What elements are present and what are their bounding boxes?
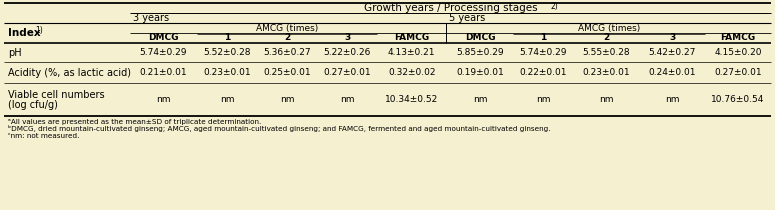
Text: nm: nm [599,95,614,104]
Text: nm: nm [280,95,294,104]
Text: nm: nm [157,95,170,104]
Text: 0.22±0.01: 0.22±0.01 [520,68,567,77]
Text: 5.22±0.26: 5.22±0.26 [323,48,370,57]
Text: DMCG: DMCG [148,34,179,42]
Text: 0.19±0.01: 0.19±0.01 [456,68,504,77]
Text: 3: 3 [669,34,675,42]
Text: Acidity (%, as lactic acid): Acidity (%, as lactic acid) [8,67,131,77]
Text: nm: nm [220,95,234,104]
Text: 0.23±0.01: 0.23±0.01 [203,68,251,77]
Text: ᵃAll values are presented as the mean±SD of triplicate determination.: ᵃAll values are presented as the mean±SD… [8,119,261,125]
Text: 0.27±0.01: 0.27±0.01 [323,68,371,77]
Text: nm: nm [473,95,487,104]
Text: 0.32±0.02: 0.32±0.02 [388,68,436,77]
Text: nm: nm [665,95,680,104]
Text: 2: 2 [603,34,610,42]
Text: ᶜnm: not measured.: ᶜnm: not measured. [8,133,79,139]
Text: 0.24±0.01: 0.24±0.01 [649,68,696,77]
Text: 1): 1) [35,25,43,34]
Text: 3 years: 3 years [133,13,169,23]
Text: 1: 1 [540,34,546,42]
Text: (log cfu/g): (log cfu/g) [8,100,58,109]
Text: Viable cell numbers: Viable cell numbers [8,89,105,100]
Text: 4.13±0.21: 4.13±0.21 [388,48,436,57]
Text: 10.76±0.54: 10.76±0.54 [711,95,765,104]
Text: DMCG: DMCG [465,34,495,42]
Text: ᵇDMCG, dried mountain-cultivated ginseng; AMCG, aged mountain-cultivated ginseng: ᵇDMCG, dried mountain-cultivated ginseng… [8,126,550,133]
Text: 5.55±0.28: 5.55±0.28 [583,48,630,57]
Text: 5.74±0.29: 5.74±0.29 [520,48,567,57]
Text: Growth years / Processing stages: Growth years / Processing stages [363,3,537,13]
Text: AMCG (times): AMCG (times) [256,24,319,33]
Text: 10.34±0.52: 10.34±0.52 [385,95,439,104]
Text: pH: pH [8,47,22,58]
Text: nm: nm [340,95,354,104]
Text: 4.15±0.20: 4.15±0.20 [715,48,762,57]
Text: 2): 2) [550,2,558,11]
Text: 1: 1 [224,34,230,42]
Text: 2: 2 [284,34,290,42]
Text: 5.36±0.27: 5.36±0.27 [264,48,311,57]
Text: 3: 3 [344,34,350,42]
Text: FAMCG: FAMCG [721,34,756,42]
Text: 0.25±0.01: 0.25±0.01 [264,68,311,77]
Text: 5 years: 5 years [449,13,486,23]
Text: 5.85±0.29: 5.85±0.29 [456,48,504,57]
Text: 0.27±0.01: 0.27±0.01 [715,68,762,77]
Text: 0.21±0.01: 0.21±0.01 [140,68,188,77]
Text: FAMCG: FAMCG [394,34,429,42]
Text: 5.74±0.29: 5.74±0.29 [140,48,188,57]
Text: 5.42±0.27: 5.42±0.27 [649,48,696,57]
Text: Index: Index [8,28,40,38]
Text: nm: nm [536,95,551,104]
Text: 0.23±0.01: 0.23±0.01 [583,68,630,77]
Text: AMCG (times): AMCG (times) [578,24,640,33]
Text: 5.52±0.28: 5.52±0.28 [203,48,251,57]
